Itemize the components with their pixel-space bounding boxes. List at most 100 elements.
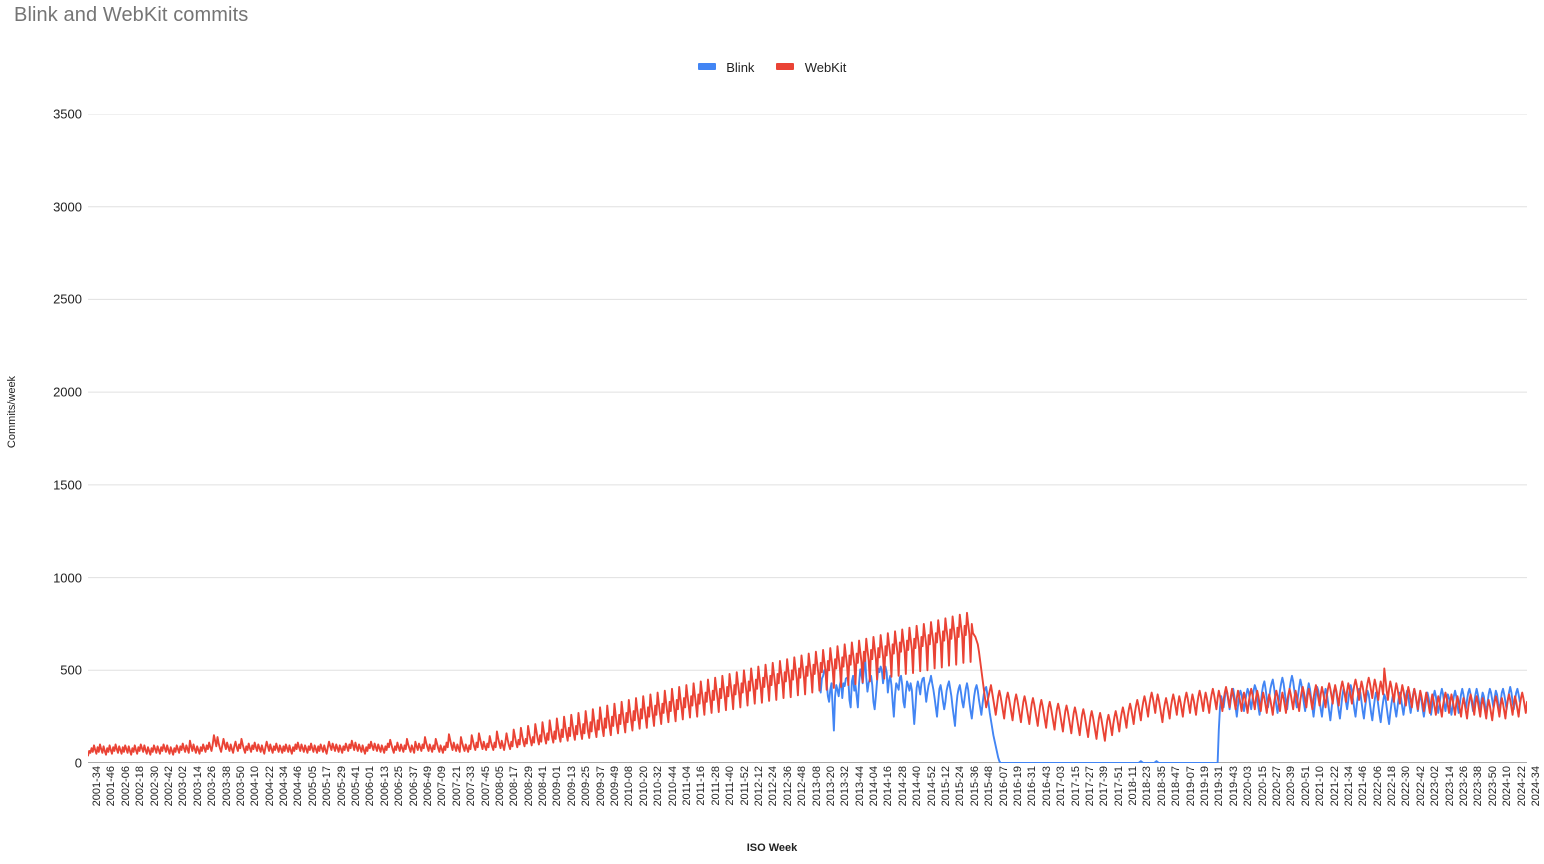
x-tick-label: 2016-19 xyxy=(1011,766,1024,807)
legend-item-webkit[interactable]: WebKit xyxy=(776,59,846,75)
series-lines xyxy=(88,613,1527,763)
x-tick-label: 2005-29 xyxy=(335,766,348,807)
x-tick-label: 2015-24 xyxy=(954,766,967,807)
x-tick-label: 2020-39 xyxy=(1285,766,1298,807)
x-tick-label: 2012-12 xyxy=(752,766,765,807)
x-tick-label: 2018-47 xyxy=(1170,766,1183,807)
y-tick-label: 1000 xyxy=(53,570,82,586)
x-tick-label: 2008-05 xyxy=(493,766,506,807)
x-tick-label: 2014-16 xyxy=(882,766,895,807)
x-tick-label: 2009-01 xyxy=(551,766,564,807)
x-tick-label: 2007-33 xyxy=(465,766,478,807)
x-tick-label: 2002-18 xyxy=(134,766,147,807)
gridlines xyxy=(88,114,1527,763)
x-tick-label: 2021-10 xyxy=(1314,766,1327,807)
x-tick-label: 2007-45 xyxy=(479,766,492,807)
x-tick-label: 2015-12 xyxy=(940,766,952,807)
x-tick-label: 2011-16 xyxy=(695,766,708,806)
x-tick-label: 2002-06 xyxy=(119,766,132,807)
x-tick-label: 2004-22 xyxy=(263,766,276,807)
x-tick-label: 2017-51 xyxy=(1112,766,1125,807)
plot-svg xyxy=(88,114,1527,763)
x-tick-label: 2005-17 xyxy=(321,766,334,807)
x-tick-label: 2010-20 xyxy=(637,766,650,807)
x-tick-label: 2021-46 xyxy=(1357,766,1370,807)
x-tick-label: 2008-29 xyxy=(522,766,535,807)
y-tick-label: 3000 xyxy=(53,199,82,215)
x-tick-label: 2023-26 xyxy=(1458,766,1471,807)
x-tick-label: 2012-36 xyxy=(781,766,794,807)
x-tick-label: 2006-37 xyxy=(407,766,420,807)
plot-area xyxy=(88,114,1527,763)
x-tick-label: 2020-51 xyxy=(1299,766,1312,807)
legend-label-blink: Blink xyxy=(726,59,755,75)
x-tick-label: 2010-44 xyxy=(666,766,679,807)
x-tick-label: 2006-25 xyxy=(393,766,406,807)
x-tick-label: 2022-42 xyxy=(1414,766,1427,807)
x-tick-label: 2014-52 xyxy=(925,766,938,807)
x-tick-label: 2020-03 xyxy=(1242,766,1255,807)
x-tick-label: 2013-08 xyxy=(810,766,823,807)
x-tick-label: 2017-27 xyxy=(1083,766,1096,807)
x-tick-label: 2011-04 xyxy=(680,766,693,806)
x-tick-label: 2017-39 xyxy=(1098,766,1111,807)
x-tick-label: 2023-14 xyxy=(1443,766,1456,807)
x-tick-label: 2015-48 xyxy=(983,766,996,807)
x-tick-label: 2023-38 xyxy=(1472,766,1485,807)
series-line-webkit xyxy=(88,613,1527,756)
x-tick-label: 2006-13 xyxy=(378,766,391,807)
x-tick-label: 2016-07 xyxy=(997,766,1010,807)
x-tick-label: 2020-15 xyxy=(1256,766,1269,807)
x-tick-label: 2014-04 xyxy=(868,766,881,807)
y-tick-label: 500 xyxy=(60,662,82,678)
x-axis-tick-labels: 2001-34 2001-46 2002-06 2002-18 2002-30 2002-… xyxy=(88,766,1542,836)
legend-item-blink[interactable]: Blink xyxy=(697,59,755,75)
x-tick-label: 2024-34 xyxy=(1530,766,1542,807)
y-tick-label: 0 xyxy=(74,755,82,771)
y-axis-tick-labels: 0 500 1000 1500 2000 2500 3000 3500 xyxy=(0,0,82,864)
x-tick-label: 2003-14 xyxy=(191,766,204,807)
x-tick-label: 2004-46 xyxy=(292,766,305,807)
x-tick-label: 2001-34 xyxy=(91,766,103,807)
x-tick-label: 2011-40 xyxy=(724,766,737,806)
x-tick-label: 2013-20 xyxy=(824,766,837,807)
x-tick-label: 2012-24 xyxy=(767,766,780,807)
x-tick-label: 2007-21 xyxy=(450,766,463,807)
y-tick-label: 2000 xyxy=(53,384,82,400)
x-tick-label: 2021-22 xyxy=(1328,766,1341,807)
x-axis-title: ISO Week xyxy=(746,842,798,854)
legend-label-webkit: WebKit xyxy=(804,59,847,75)
y-tick-label: 2500 xyxy=(53,291,82,307)
x-tick-label: 2003-50 xyxy=(234,766,247,807)
x-tick-label: 2003-02 xyxy=(177,766,190,807)
x-tick-label: 2004-10 xyxy=(249,766,262,807)
legend-swatch-webkit xyxy=(776,62,795,70)
series-line-blink xyxy=(821,656,1520,763)
x-tick-label: 2009-13 xyxy=(565,766,578,807)
x-tick-label: 2023-50 xyxy=(1486,766,1499,807)
x-tick-label: 2012-48 xyxy=(796,766,809,807)
x-tick-label: 2022-18 xyxy=(1386,766,1399,807)
x-tick-label: 2019-43 xyxy=(1227,766,1240,807)
x-tick-label: 2017-03 xyxy=(1055,766,1068,807)
chart-title: Blink and WebKit commits xyxy=(14,4,249,26)
x-tick-label: 2019-07 xyxy=(1184,766,1197,807)
x-tick-label: 2004-34 xyxy=(278,766,291,807)
x-tick-label: 2002-30 xyxy=(148,766,161,807)
y-tick-label: 1500 xyxy=(53,477,82,493)
x-tick-label: 2003-26 xyxy=(206,766,219,807)
x-tick-label: 2023-02 xyxy=(1429,766,1442,807)
x-tick-label: 2019-31 xyxy=(1213,766,1226,807)
x-tick-label: 2016-43 xyxy=(1040,766,1053,807)
x-tick-label: 2021-34 xyxy=(1342,766,1355,807)
x-tick-label: 2008-41 xyxy=(537,766,550,807)
x-tick-label: 2006-49 xyxy=(421,766,434,807)
x-tick-label: 2005-41 xyxy=(350,766,363,807)
x-tick-label: 2009-37 xyxy=(594,766,607,807)
x-tick-label: 2001-46 xyxy=(105,766,118,807)
x-tick-label: 2024-22 xyxy=(1515,766,1528,807)
x-tick-label: 2008-17 xyxy=(508,766,521,807)
x-tick-label: 2003-38 xyxy=(220,766,233,807)
chart-legend: Blink WebKit xyxy=(0,58,1544,75)
legend-swatch-blink xyxy=(697,62,716,70)
